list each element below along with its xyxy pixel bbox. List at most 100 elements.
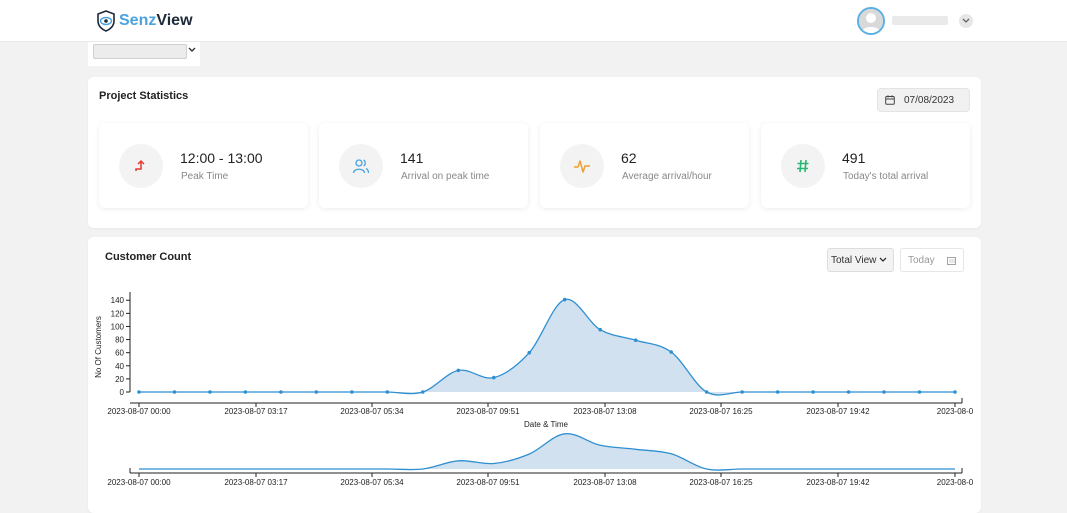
user-avatar-icon — [859, 9, 883, 33]
x-tick-label: 2023-08-07 19:42 — [806, 407, 870, 416]
x-tick-label: 2023-08-0 — [937, 407, 974, 416]
users-icon — [352, 159, 370, 174]
customer-count-chart[interactable]: 0 20 40 60 80 100 120 140 No Of Customers 2023-08… — [88, 237, 981, 513]
y-tick-label: 20 — [115, 375, 124, 384]
data-point — [953, 390, 957, 394]
stat-value: 12:00 - 13:00 — [180, 150, 263, 166]
data-point — [137, 390, 141, 394]
brush-x-tick-label: 2023-08-07 19:42 — [806, 478, 870, 487]
stat-icon-circle — [119, 144, 163, 188]
area-fill — [139, 299, 955, 395]
data-point — [633, 338, 638, 343]
trend-up-arrow-icon — [135, 159, 145, 171]
user-avatar[interactable] — [857, 7, 885, 35]
stat-icon-circle — [781, 144, 825, 188]
brand-name-part1: Senz — [119, 12, 157, 29]
data-point — [704, 390, 709, 394]
calendar-icon — [885, 95, 895, 105]
data-point — [669, 350, 673, 354]
brush-x-tick-label: 2023-08-07 13:08 — [573, 478, 637, 487]
x-tick-label: 2023-08-07 05:34 — [340, 407, 404, 416]
y-tick-label: 100 — [111, 322, 125, 331]
data-point — [598, 327, 603, 332]
data-point — [208, 390, 212, 394]
data-point — [421, 390, 425, 394]
view-select[interactable]: Total View — [827, 248, 894, 272]
site-select[interactable] — [88, 42, 200, 66]
date-range-button[interactable]: Today — [900, 248, 964, 272]
y-tick-label: 60 — [115, 349, 124, 358]
data-point — [882, 390, 886, 394]
stat-value: 62 — [621, 150, 637, 166]
y-tick-label: 40 — [115, 362, 124, 371]
stat-value: 141 — [400, 150, 424, 166]
stat-label: Peak Time — [181, 171, 229, 182]
x-tick-label: 2023-08-07 09:51 — [456, 407, 520, 416]
data-point — [314, 390, 319, 394]
y-tick-label: 0 — [120, 388, 125, 397]
data-point — [527, 350, 532, 355]
x-axis-label: Date & Time — [524, 420, 569, 429]
view-select-value: Total View — [831, 254, 877, 266]
user-menu-toggle[interactable] — [959, 14, 973, 28]
customer-count-card: Customer Count Total View Today 0 20 40 60 8… — [88, 237, 981, 513]
site-select-field[interactable] — [93, 44, 187, 59]
x-tick-label: 2023-08-07 00:00 — [107, 407, 171, 416]
brand-logo[interactable]: SenzView — [96, 10, 193, 32]
stat-card-peak-time: 12:00 - 13:00 Peak Time — [99, 123, 308, 208]
brush-x-tick-label: 2023-08-07 09:51 — [456, 478, 520, 487]
hash-icon — [797, 159, 809, 173]
data-point — [811, 390, 815, 394]
x-tick-label: 2023-08-07 13:08 — [573, 407, 637, 416]
brush-x-tick-label: 2023-08-07 00:00 — [107, 478, 171, 487]
brush-series-line — [138, 433, 955, 471]
x-tick-label: 2023-08-07 03:17 — [224, 407, 288, 416]
stat-label: Today's total arrival — [843, 171, 929, 182]
stat-icon-circle — [560, 144, 604, 188]
date-range-label: Today — [908, 254, 935, 266]
stat-label: Arrival on peak time — [401, 171, 490, 182]
brush-x-tick-label: 2023-08-07 03:17 — [224, 478, 288, 487]
y-tick-label: 80 — [115, 336, 124, 345]
date-value: 07/08/2023 — [904, 94, 955, 106]
data-point — [846, 390, 851, 394]
x-tick-label: 2023-08-07 16:25 — [689, 407, 753, 416]
stat-icon-circle — [339, 144, 383, 188]
series-line — [139, 298, 955, 396]
brand-name-part2: View — [156, 12, 193, 29]
brand-name: SenzView — [119, 12, 193, 30]
data-point — [917, 390, 922, 394]
y-axis-label: No Of Customers — [94, 316, 103, 378]
data-point — [456, 368, 461, 373]
stat-label: Average arrival/hour — [622, 171, 712, 182]
y-tick-label: 120 — [111, 309, 125, 318]
stat-value: 491 — [842, 150, 866, 166]
stat-card-average-arrival: 62 Average arrival/hour — [540, 123, 749, 208]
customer-count-title: Customer Count — [105, 251, 192, 263]
chevron-down-icon — [962, 18, 970, 23]
project-statistics-card: Project Statistics 07/08/2023 12:00 - 13… — [88, 77, 981, 228]
brush-x-tick-label: 2023-08-0 — [937, 478, 974, 487]
data-point — [775, 390, 780, 394]
data-point — [385, 390, 390, 394]
data-point — [350, 390, 354, 394]
brush-area-fill — [139, 433, 955, 471]
date-picker[interactable]: 07/08/2023 — [877, 88, 970, 112]
calendar-icon — [946, 256, 956, 265]
data-point — [279, 390, 283, 394]
pulse-icon — [574, 160, 590, 173]
brush-x-tick-label: 2023-08-07 05:34 — [340, 478, 404, 487]
brush-x-tick-label: 2023-08-07 16:25 — [689, 478, 753, 487]
stat-card-total-arrival: 491 Today's total arrival — [761, 123, 970, 208]
data-point — [740, 390, 744, 394]
data-point — [491, 375, 496, 380]
data-point — [172, 390, 177, 394]
user-name-placeholder[interactable] — [892, 16, 948, 25]
stat-card-arrival-peak: 141 Arrival on peak time — [319, 123, 528, 208]
data-point — [243, 390, 248, 394]
project-statistics-title: Project Statistics — [99, 90, 189, 102]
eye-shield-logo-icon — [97, 10, 115, 32]
y-tick-label: 140 — [111, 296, 125, 305]
chevron-down-icon — [188, 47, 196, 52]
top-bar: SenzView — [0, 0, 1067, 42]
